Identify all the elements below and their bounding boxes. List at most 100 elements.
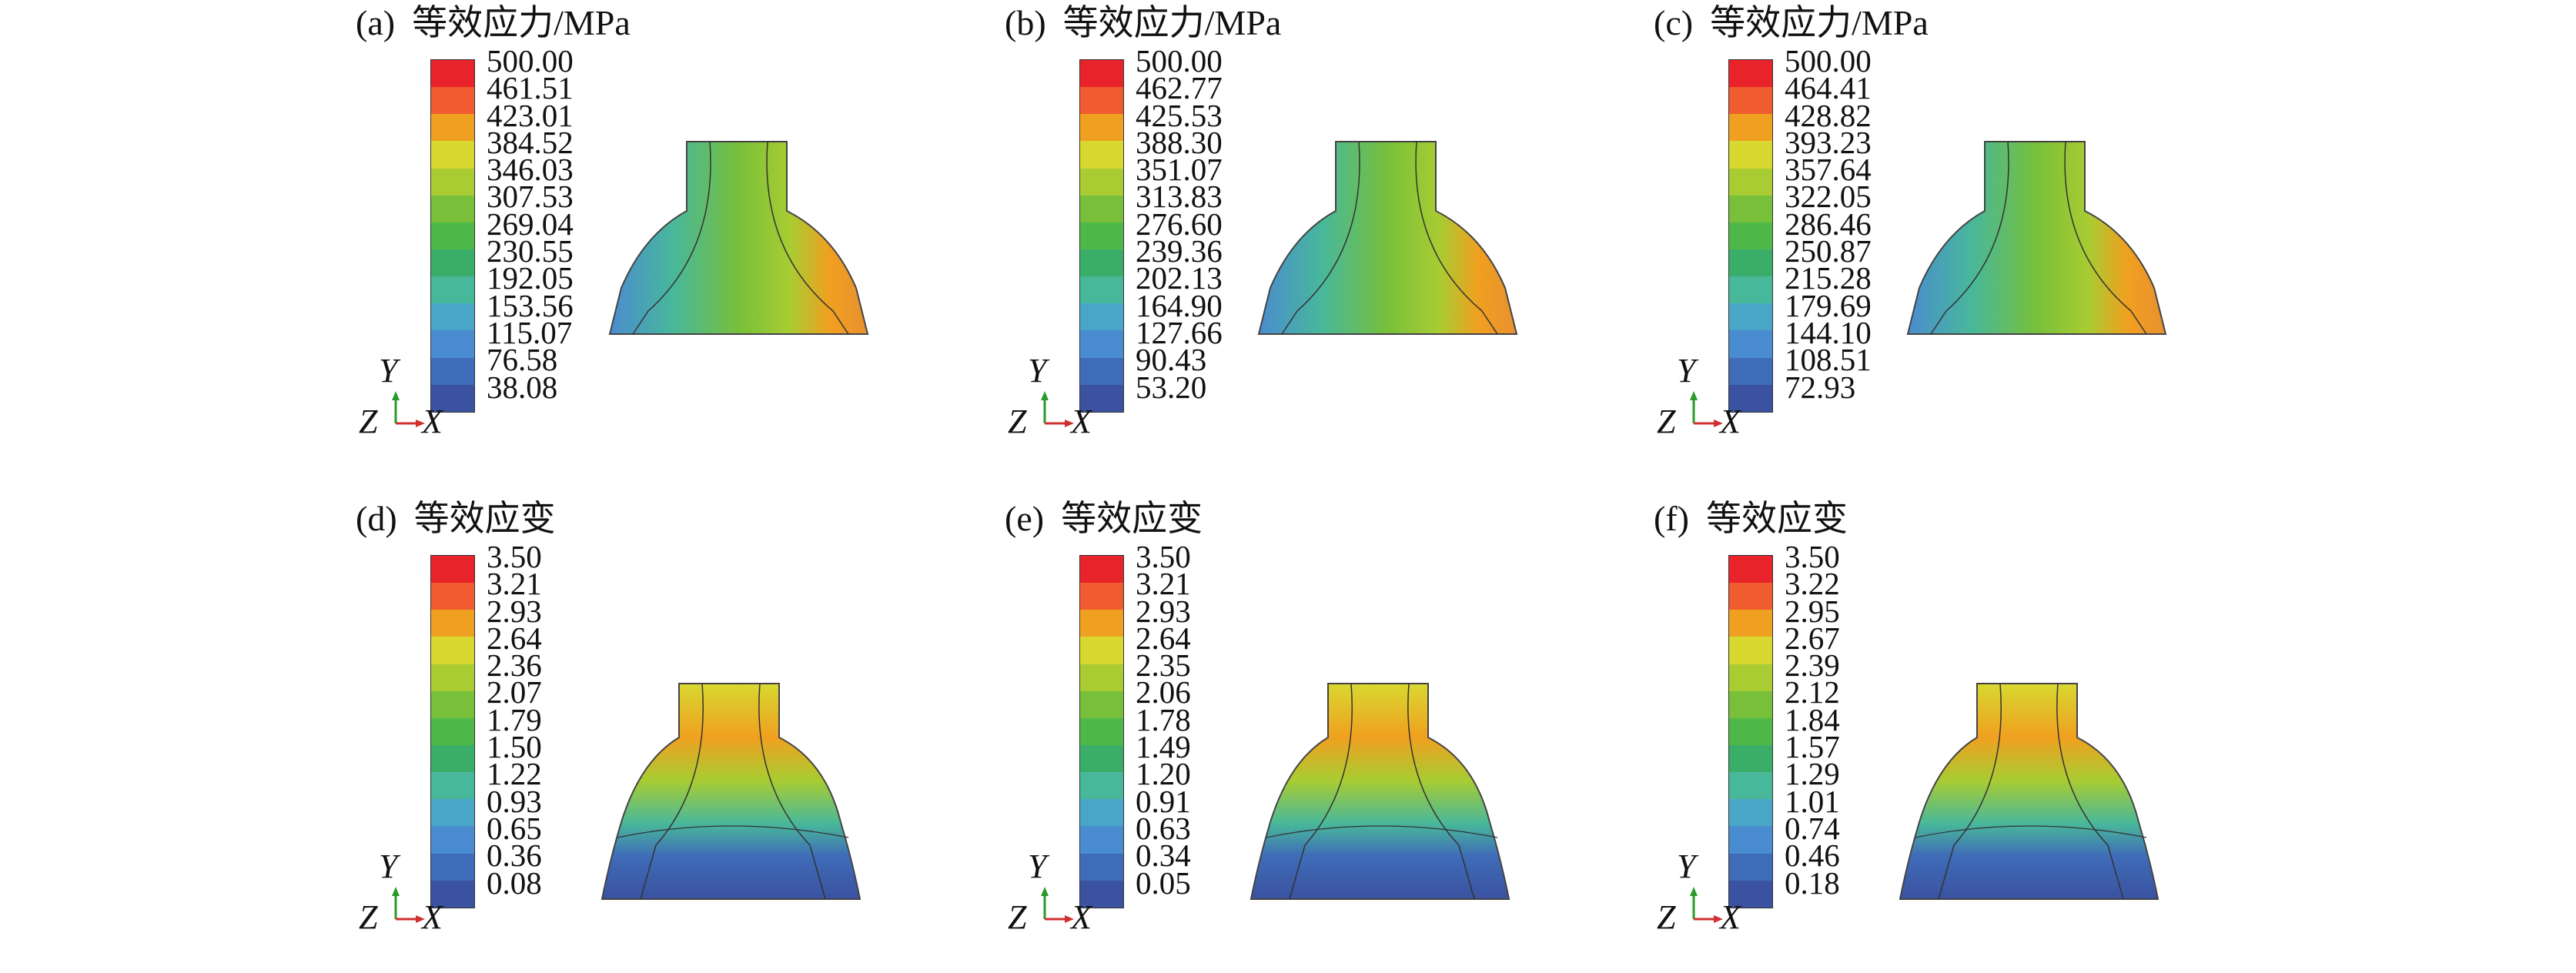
legend-swatch [1729,222,1772,249]
axis-x-label: X [422,403,443,440]
legend-swatch [1729,664,1772,691]
legend-label: 1.29 [1785,756,1840,792]
legend-swatch [1729,610,1772,637]
legend-label: 2.07 [487,674,542,711]
legend-swatch [431,357,474,385]
panel-tag: (e) [1005,499,1045,538]
axis-z-label: Z [1657,403,1676,440]
legend-swatch [431,60,474,88]
legend-label: 0.93 [487,783,542,819]
legend-label: 1.78 [1136,701,1191,737]
legend-label: 357.64 [1785,152,1872,188]
legend-swatch [431,249,474,277]
contour-plot [1900,126,2208,434]
axis-arrows-icon [1041,887,1074,923]
legend-title: 等效应变 [413,499,556,538]
legend-swatch [1080,880,1123,908]
legend-swatch [1729,744,1772,773]
legend-label: 0.46 [1785,838,1840,874]
legend-label: 1.57 [1785,729,1840,765]
model-shape [1250,683,1510,900]
legend-swatch [431,610,474,637]
contour-plot [1892,668,2200,973]
legend-swatch [1080,60,1123,88]
legend-swatch [1080,114,1123,142]
panel-e: (e) 等效应变 3.50 3.21 2.93 2.64 2.35 2.06 1.78 1.49 1… [1005,499,1510,945]
legend-label: 1.01 [1785,783,1840,819]
legend-swatch [1080,637,1123,664]
legend-label: 179.69 [1785,287,1872,323]
panel-tag: (a) [356,3,396,42]
panel-title: (e) 等效应变 [1005,499,1203,539]
legend-swatch [1729,637,1772,664]
axis-z-label: Z [1008,403,1027,440]
legend-label: 144.10 [1785,314,1872,350]
legend-labels: 3.50 3.22 2.95 2.67 2.39 2.12 1.84 1.57 1.29 1.01… [1785,540,1840,898]
legend-label: 2.64 [487,620,542,656]
legend-swatch [1080,853,1123,881]
legend-swatch [1080,195,1123,222]
legend-swatch [431,637,474,664]
legend-swatch [1729,717,1772,745]
axis-arrows-icon [392,887,425,923]
legend-label: 215.28 [1785,260,1872,296]
legend-swatch [1080,276,1123,304]
legend-label: 276.60 [1136,206,1223,242]
legend-label: 3.21 [487,566,542,602]
axis-x-label: X [1071,403,1092,440]
legend-swatch [431,195,474,222]
contour-plot [602,126,910,434]
legend-swatch [1080,141,1123,169]
legend-title: 等效应力/MPa [1062,3,1282,42]
legend-label: 53.20 [1136,369,1207,405]
legend-label: 0.91 [1136,783,1191,819]
legend-label: 2.36 [487,647,542,684]
legend-label: 1.49 [1136,729,1191,765]
legend-title: 等效应变 [1061,499,1203,538]
legend-swatch [1729,772,1772,800]
legend-label: 0.05 [1136,864,1191,901]
panel-a: (a) 等效应力/MPa 500.00 461.51 423.01 384.52 346.0… [356,3,869,450]
legend-label: 115.07 [487,314,573,350]
model-shape [1257,141,1518,335]
legend-labels: 3.50 3.21 2.93 2.64 2.35 2.06 1.78 1.49 1.20 0.91… [1136,540,1191,901]
legend-label: 239.36 [1136,233,1223,269]
panel-f: (f) 等效应变 3.50 3.22 2.95 2.67 2.39 2.12 1.84 1.57 1… [1654,499,2159,945]
legend-label: 1.50 [487,729,542,765]
legend-label: 153.56 [487,287,574,323]
legend-label: 90.43 [1136,342,1207,378]
legend-swatch [1080,610,1123,637]
color-legend [1079,59,1124,413]
legend-label: 2.12 [1785,674,1840,711]
axis-x-label: X [422,898,443,936]
legend-label: 2.67 [1785,620,1840,656]
panel-tag: (c) [1654,3,1694,42]
contour-plot [594,668,902,973]
axis-arrows-icon [392,391,425,427]
legend-label: 2.93 [1136,593,1191,629]
legend-title: 等效应力/MPa [1710,3,1929,42]
legend-label: 250.87 [1785,233,1872,269]
legend-label: 346.03 [487,152,574,188]
legend-swatch [431,880,474,908]
legend-swatch [431,690,474,718]
legend-label: 423.01 [487,97,574,133]
legend-swatch [1080,168,1123,196]
legend-label: 1.20 [1136,756,1191,792]
legend-label: 72.93 [1785,369,1856,405]
legend-swatch [1729,384,1772,412]
legend-label: 2.64 [1136,620,1191,656]
axis-y-label: Y [379,352,398,390]
axis-y-label: Y [1677,352,1696,390]
panel-tag: (d) [356,499,397,538]
legend-swatch [1080,357,1123,385]
legend-swatch [1080,799,1123,827]
legend-label: 3.21 [1136,566,1191,602]
legend-swatch [1080,556,1123,583]
legend-swatch [1729,880,1772,908]
legend-swatch [1729,195,1772,222]
legend-label: 322.05 [1785,179,1872,215]
legend-swatch [431,384,474,412]
legend-swatch [1729,114,1772,142]
